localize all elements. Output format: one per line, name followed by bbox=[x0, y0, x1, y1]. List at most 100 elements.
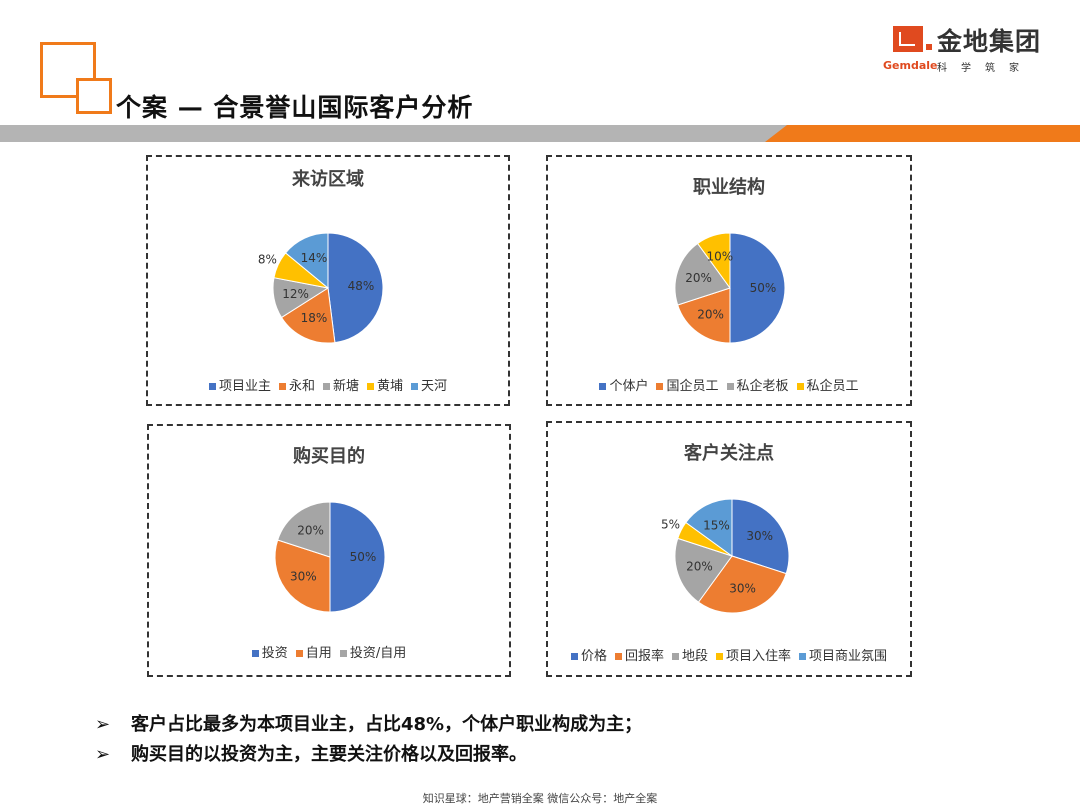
pie-chart: 50% 20% 20% 10% bbox=[674, 232, 786, 344]
chart-title: 来访区域 bbox=[148, 165, 508, 191]
chart-legend: 价格 回报率 地段 项目入住率 项目商业氛围 bbox=[548, 645, 910, 664]
legend-swatch bbox=[727, 383, 734, 390]
summary-bullet: ➢ 购买目的以投资为主，主要关注价格以及回报率。 bbox=[95, 740, 642, 770]
legend-item: 黄埔 bbox=[367, 375, 403, 394]
pie-slice-label: 30% bbox=[746, 529, 773, 543]
legend-item: 天河 bbox=[411, 375, 447, 394]
legend-item: 自用 bbox=[296, 642, 332, 661]
chart-title: 购买目的 bbox=[149, 442, 509, 468]
legend-swatch bbox=[296, 650, 303, 657]
chart-title: 客户关注点 bbox=[548, 439, 910, 465]
legend-swatch bbox=[323, 383, 330, 390]
pie-slice-label: 20% bbox=[686, 560, 713, 574]
summary-bullet: ➢ 客户占比最多为本项目业主，占比48%，个体户职业构成为主； bbox=[95, 710, 642, 740]
slide-title: 个案 — 合景誉山国际客户分析 bbox=[116, 88, 473, 124]
legend-label: 自用 bbox=[306, 646, 332, 661]
brand-logo: 金地集团 Gemdale 科学筑家 bbox=[893, 22, 1063, 74]
logo-square-small bbox=[76, 78, 112, 114]
legend-swatch bbox=[797, 383, 804, 390]
legend-label: 新塘 bbox=[333, 379, 359, 394]
legend-label: 投资/自用 bbox=[350, 646, 406, 661]
footer-note: 知识星球：地产营销全案 微信公众号：地产全案 bbox=[0, 790, 1080, 806]
legend-label: 项目入住率 bbox=[726, 649, 791, 664]
legend-item: 国企员工 bbox=[656, 375, 718, 394]
brand-tagline: 科学筑家 bbox=[937, 59, 1033, 74]
pie-slice-label: 50% bbox=[350, 550, 377, 564]
legend-label: 投资 bbox=[262, 646, 288, 661]
pie-slice-label: 50% bbox=[750, 281, 777, 295]
pie-chart: 48%18%12%8% 14% bbox=[272, 232, 384, 344]
pie-slice-label: 20% bbox=[685, 271, 712, 285]
pie-slice-label: 48% bbox=[348, 279, 375, 293]
legend-swatch bbox=[716, 653, 723, 660]
legend-label: 国企员工 bbox=[666, 379, 718, 394]
legend-label: 回报率 bbox=[625, 649, 664, 664]
brand-name-en: Gemdale bbox=[883, 59, 937, 72]
legend-item: 永和 bbox=[279, 375, 315, 394]
summary-bullets: ➢ 客户占比最多为本项目业主，占比48%，个体户职业构成为主； ➢ 购买目的以投资为… bbox=[95, 710, 642, 770]
legend-label: 项目商业氛围 bbox=[809, 649, 887, 664]
legend-item: 个体户 bbox=[599, 375, 648, 394]
pie-slice-label: 12% bbox=[282, 287, 309, 301]
legend-item: 投资 bbox=[252, 642, 288, 661]
pie-slice-label: 14% bbox=[301, 251, 328, 265]
legend-swatch bbox=[799, 653, 806, 660]
legend-label: 私企老板 bbox=[737, 379, 789, 394]
legend-swatch bbox=[340, 650, 347, 657]
legend-swatch bbox=[252, 650, 259, 657]
pie-slice-label: 5% bbox=[661, 518, 680, 532]
legend-label: 永和 bbox=[289, 379, 315, 394]
legend-label: 黄埔 bbox=[377, 379, 403, 394]
chart-panel-purchase-purpose: 购买目的 50% 30% 20% 投资 自用 投资/自用 bbox=[147, 424, 511, 677]
legend-swatch bbox=[599, 383, 606, 390]
legend-item: 私企员工 bbox=[797, 375, 859, 394]
legend-swatch bbox=[411, 383, 418, 390]
legend-swatch bbox=[571, 653, 578, 660]
chart-legend: 投资 自用 投资/自用 bbox=[149, 642, 509, 661]
pie-chart: 50% 30% 20% bbox=[274, 501, 386, 613]
header-band-orange bbox=[765, 125, 1080, 142]
pie-slice-label: 8% bbox=[258, 252, 277, 266]
legend-item: 项目入住率 bbox=[716, 645, 791, 664]
legend-label: 天河 bbox=[421, 379, 447, 394]
pie-slice-label: 30% bbox=[290, 569, 317, 583]
legend-swatch bbox=[367, 383, 374, 390]
legend-swatch bbox=[615, 653, 622, 660]
brand-mark-icon bbox=[893, 26, 923, 52]
legend-label: 地段 bbox=[682, 649, 708, 664]
legend-label: 项目业主 bbox=[219, 379, 271, 394]
legend-swatch bbox=[279, 383, 286, 390]
chart-panel-visit-region: 来访区域 48% 18% 12% 8% 14% 项目业主 永和 新塘 黄埔 天河 bbox=[146, 155, 510, 406]
chart-panel-customer-focus: 客户关注点 30% 30% 20% 5% 15% 价格 回报率 地段 项目入住率 项目商业氛围 bbox=[546, 421, 912, 677]
pie-chart: 30% 30% 20% 5% 15% bbox=[674, 498, 790, 614]
legend-swatch bbox=[656, 383, 663, 390]
legend-item: 回报率 bbox=[615, 645, 664, 664]
slide-logo-squares bbox=[38, 40, 114, 112]
pie-slice-label: 20% bbox=[297, 523, 324, 537]
pie-slice-label: 10% bbox=[706, 250, 733, 264]
legend-label: 私企员工 bbox=[807, 379, 859, 394]
legend-item: 投资/自用 bbox=[340, 642, 406, 661]
summary-bullet-text: 客户占比最多为本项目业主，占比48%，个体户职业构成为主； bbox=[131, 714, 642, 735]
arrow-bullet-icon: ➢ bbox=[95, 710, 117, 740]
pie-slice-label: 30% bbox=[729, 582, 756, 596]
legend-item: 项目业主 bbox=[209, 375, 271, 394]
chart-panel-occupation: 职业结构 50% 20% 20% 10% 个体户 国企员工 私企老板 私企员工 bbox=[546, 155, 912, 406]
legend-swatch bbox=[672, 653, 679, 660]
legend-item: 地段 bbox=[672, 645, 708, 664]
legend-item: 项目商业氛围 bbox=[799, 645, 887, 664]
legend-label: 个体户 bbox=[609, 379, 648, 394]
legend-swatch bbox=[209, 383, 216, 390]
brand-dot bbox=[926, 44, 932, 50]
pie-slice-label: 20% bbox=[697, 308, 724, 322]
legend-item: 新塘 bbox=[323, 375, 359, 394]
legend-item: 价格 bbox=[571, 645, 607, 664]
pie-slice-label: 15% bbox=[703, 519, 730, 533]
chart-legend: 个体户 国企员工 私企老板 私企员工 bbox=[548, 375, 910, 394]
brand-name: 金地集团 bbox=[937, 22, 1041, 58]
pie-slice-label: 18% bbox=[301, 311, 328, 325]
chart-title: 职业结构 bbox=[548, 173, 910, 199]
chart-legend: 项目业主 永和 新塘 黄埔 天河 bbox=[148, 375, 508, 394]
legend-item: 私企老板 bbox=[727, 375, 789, 394]
arrow-bullet-icon: ➢ bbox=[95, 740, 117, 770]
